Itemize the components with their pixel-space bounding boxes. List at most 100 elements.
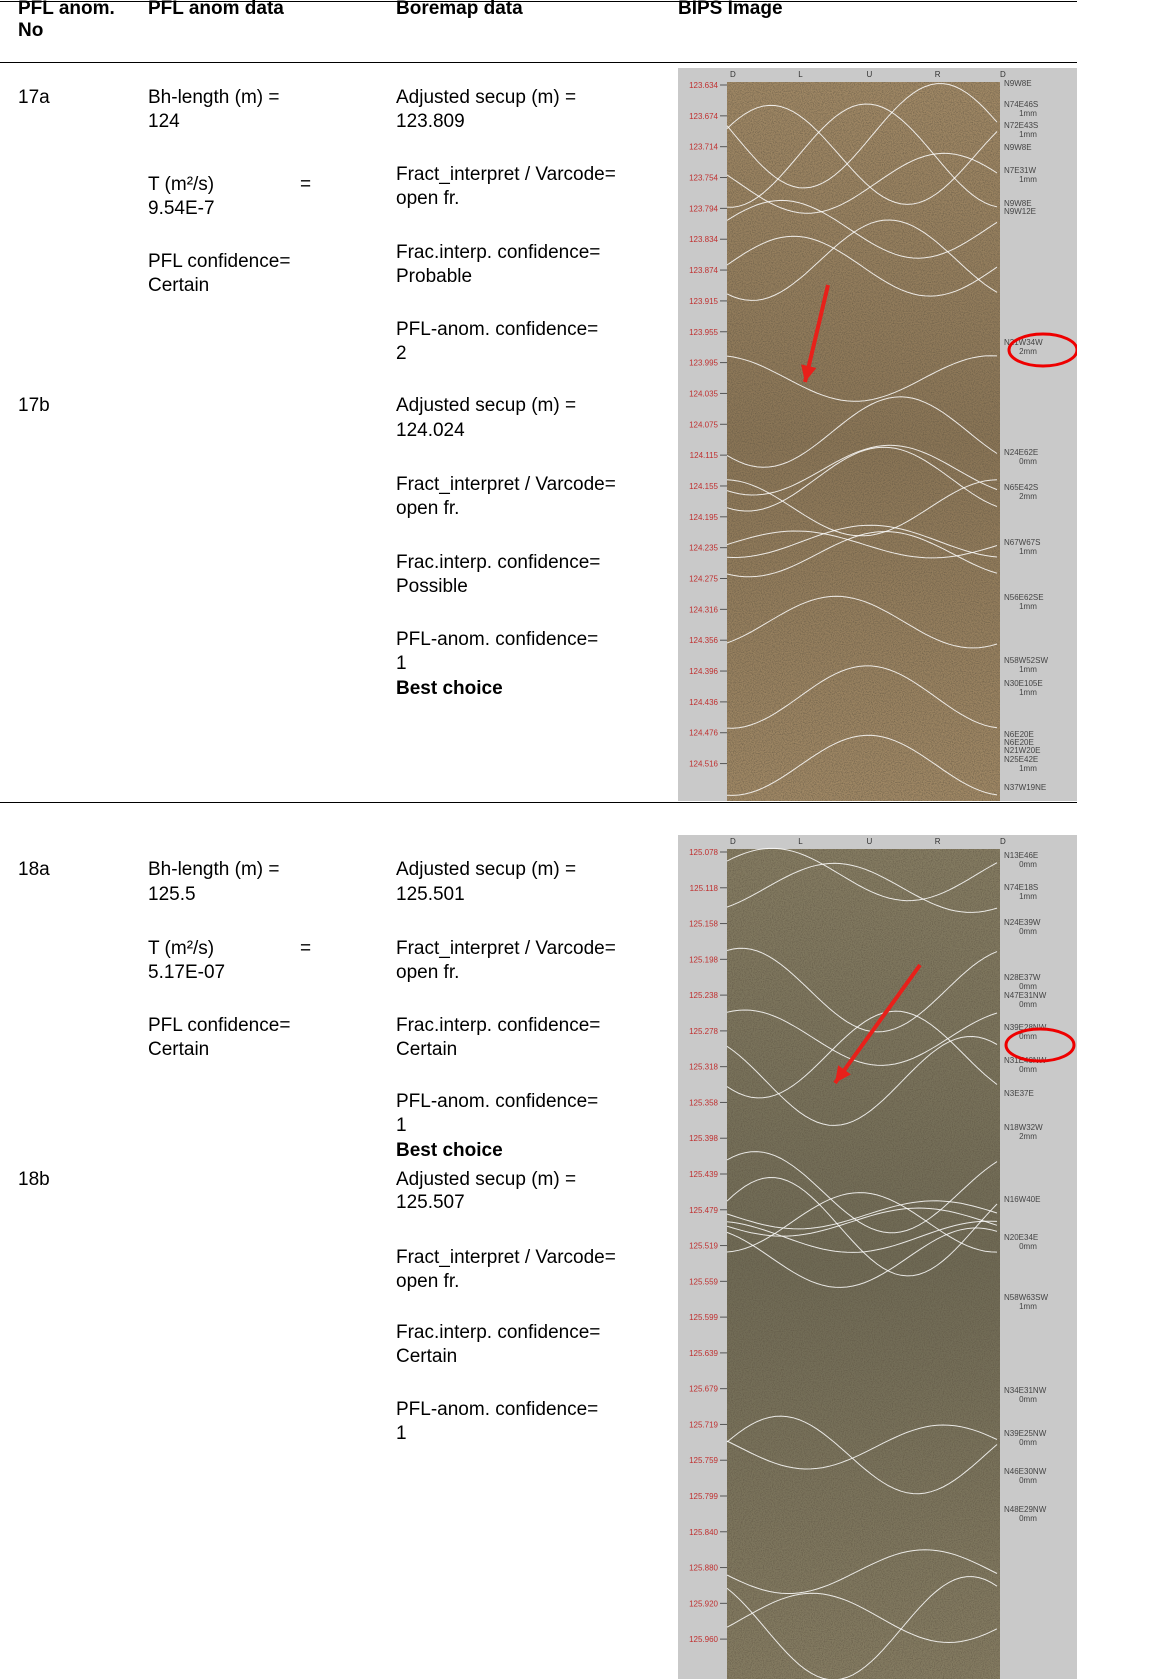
boremap-data: PFL-anom. confidence=: [396, 1091, 599, 1112]
boremap-data: Certain: [396, 1346, 458, 1367]
azimuth-label: D: [730, 837, 736, 846]
fracture-label: N67W67S: [1004, 538, 1040, 547]
depth-label: 123.794: [689, 204, 718, 213]
boremap-data: 1: [396, 653, 407, 674]
fracture-trace: [726, 446, 998, 512]
fracture-trace: [726, 524, 998, 559]
pfl-data: 124: [148, 111, 180, 132]
depth-label: 124.275: [689, 575, 718, 584]
boremap-data: Adjusted secup (m) =: [396, 395, 577, 416]
boremap-data: Frac.interp. confidence=: [396, 552, 601, 573]
pfl-data: T (m²/s): [148, 938, 215, 959]
pfl-data: Bh-length (m) =: [148, 859, 280, 880]
fracture-label: N6E20E: [1004, 730, 1034, 739]
depth-label: 123.955: [689, 328, 718, 337]
boremap-data: PFL-anom. confidence=: [396, 1399, 599, 1420]
fracture-label: N58W63SW: [1004, 1293, 1048, 1302]
fracture-trace: [726, 83, 998, 189]
fracture-label: 1mm: [1019, 688, 1037, 697]
fracture-label: 2mm: [1019, 1132, 1037, 1141]
rule: [0, 1, 1077, 2]
fracture-trace: [726, 479, 998, 537]
pfl-data: =: [300, 174, 312, 195]
pfl-data: =: [300, 938, 312, 959]
azimuth-label: R: [935, 70, 941, 79]
fracture-trace: [726, 862, 998, 913]
pfl-data: PFL confidence=: [148, 1015, 291, 1036]
fracture-trace: [726, 1415, 998, 1495]
fracture-label: 2mm: [1019, 347, 1037, 356]
fracture-trace: [726, 235, 998, 297]
depth-label: 125.920: [689, 1599, 718, 1608]
fracture-label: N65E42S: [1004, 483, 1038, 492]
fracture-trace: [726, 531, 998, 578]
fracture-label: N9W12E: [1004, 207, 1036, 216]
fracture-label: 1mm: [1019, 892, 1037, 901]
fracture-trace: [726, 1010, 998, 1099]
depth-label: 124.436: [689, 698, 718, 707]
depth-label: 125.759: [689, 1456, 718, 1465]
fracture-label: N48E29NW: [1004, 1505, 1047, 1514]
depth-label: 125.398: [689, 1134, 718, 1143]
anomaly-id: 18b: [18, 1169, 50, 1190]
depth-label: 123.674: [689, 112, 718, 121]
boremap-data: Best choice: [396, 678, 503, 699]
fracture-label: N46E30NW: [1004, 1467, 1047, 1476]
fracture-label: N39E28NW: [1004, 1023, 1047, 1032]
fracture-trace: [726, 103, 998, 208]
depth-label: 124.115: [690, 451, 719, 460]
depth-label: 124.316: [689, 605, 718, 614]
arrow-head: [801, 364, 817, 382]
fracture-label: N25E42E: [1004, 755, 1038, 764]
pfl-data: T (m²/s): [148, 174, 215, 195]
rule: [0, 62, 1077, 63]
depth-label: 125.519: [689, 1242, 718, 1251]
boremap-data: open fr.: [396, 962, 460, 983]
fracture-trace: [726, 1151, 998, 1234]
fracture-label: N21W34W: [1004, 338, 1043, 347]
fracture-trace: [726, 1220, 998, 1253]
fracture-label: N20E34E: [1004, 1233, 1038, 1242]
boremap-data: 1: [396, 1115, 407, 1136]
depth-label: 125.118: [690, 884, 719, 893]
fracture-trace: [726, 396, 998, 468]
fracture-label: N28E37W: [1004, 973, 1041, 982]
depth-label: 125.479: [689, 1206, 718, 1215]
depth-label: 125.679: [689, 1385, 718, 1394]
fracture-trace: [726, 1592, 998, 1644]
depth-label: 124.235: [689, 544, 718, 553]
fracture-label: 1mm: [1019, 1302, 1037, 1311]
boremap-data: Fract_interpret / Varcode=: [396, 474, 616, 495]
fracture-trace: [726, 1549, 998, 1594]
fracture-label: N6E20E: [1004, 738, 1034, 747]
boremap-data: Fract_interpret / Varcode=: [396, 1247, 616, 1268]
column-header: BIPS Image: [678, 0, 783, 19]
fracture-label: 0mm: [1019, 1395, 1037, 1404]
fracture-label: 0mm: [1019, 1438, 1037, 1447]
boremap-data: Adjusted secup (m) =: [396, 1169, 577, 1190]
fracture-label: 0mm: [1019, 1000, 1037, 1009]
azimuth-label: L: [798, 70, 803, 79]
boremap-data: Best choice: [396, 1140, 503, 1161]
depth-label: 125.278: [689, 1027, 718, 1036]
depth-label: 125.318: [689, 1063, 718, 1072]
fracture-label: N39E25NW: [1004, 1429, 1047, 1438]
column-header: PFL anom. No: [18, 0, 115, 41]
boremap-data: 125.501: [396, 884, 465, 905]
depth-label: 125.559: [689, 1277, 718, 1286]
fracture-trace: [726, 1176, 998, 1277]
boremap-data: Adjusted secup (m) =: [396, 87, 577, 108]
column-header: PFL anom data: [148, 0, 284, 19]
arrow-head: [835, 1065, 851, 1083]
arrow: [833, 963, 922, 1085]
boremap-data: 123.809: [396, 111, 465, 132]
boremap-data: PFL-anom. confidence=: [396, 319, 599, 340]
depth-label: 123.754: [689, 174, 718, 183]
fracture-label: N3E37E: [1004, 1089, 1034, 1098]
boremap-data: open fr.: [396, 188, 460, 209]
fracture-label: 1mm: [1019, 665, 1037, 674]
azimuth-label: R: [935, 837, 941, 846]
fracture-label: 1mm: [1019, 764, 1037, 773]
depth-label: 123.874: [689, 266, 718, 275]
depth-label: 123.634: [689, 81, 718, 90]
